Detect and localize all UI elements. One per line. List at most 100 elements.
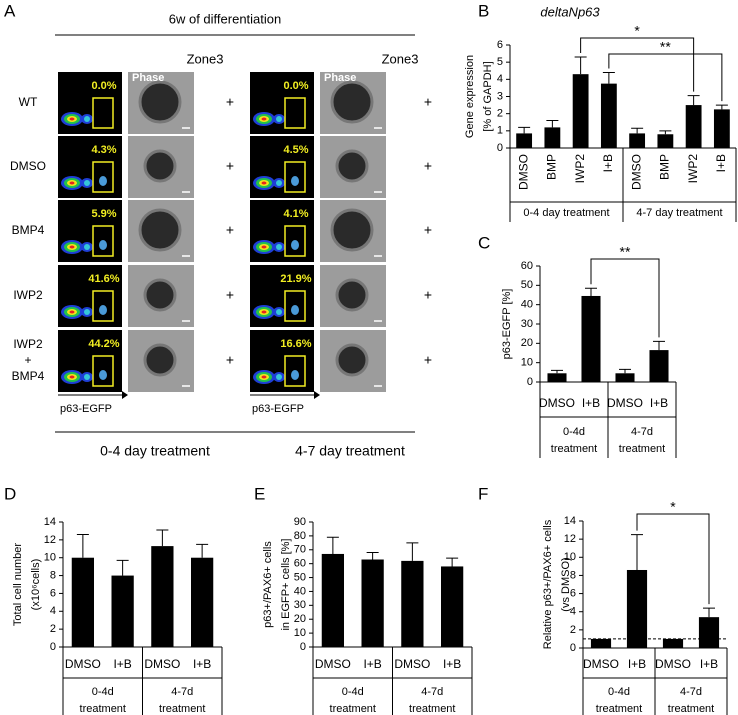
error-bar [546,120,559,128]
x-tick-label: IWP2 [573,154,587,184]
bar [657,134,674,148]
arrow-head [314,391,320,399]
bar [581,295,601,382]
x-tick-label: I+B [443,657,461,671]
panel-label: D [4,484,16,503]
group-label: 0-4d [342,686,364,698]
bar [71,557,95,647]
y-tick-label: 12 [564,533,576,545]
flow-blob [99,305,107,315]
x-tick-label: DMSO [655,657,691,671]
y-tick-label: 10 [44,552,56,564]
flow-blob [84,244,90,250]
gate-percent: 41.6% [88,273,119,285]
gate-percent: 5.9% [91,208,116,220]
error-bar [631,534,643,570]
panel-label: B [478,1,489,20]
group-label: treatment [551,443,597,455]
panel-label: C [478,233,490,252]
significance-bracket [590,258,660,338]
plus-sign: + [226,222,234,238]
chart-title: deltaNp63 [540,4,600,19]
gate [284,355,306,387]
error-bar [574,56,587,75]
flow-blob [261,375,267,379]
bar [544,127,561,148]
y-tick-label: 5 [497,56,503,68]
gate [92,225,114,257]
y-tick-label: 0 [527,376,533,388]
y-tick-label: 3 [497,90,503,102]
group-label: treatment [80,703,126,715]
flow-blob [276,116,282,122]
x-tick-label: I+B [582,396,600,410]
flow-blob [291,370,299,380]
bar [662,638,684,648]
bar [590,638,612,648]
y-tick-label: 70 [294,544,306,556]
group-label: 4-7d [631,426,653,438]
y-axis-label: p63+/PAX6+ cells [262,541,274,628]
gate-percent: 21.9% [280,273,311,285]
x-tick-label: DMSO [394,657,430,671]
error-bar [116,559,129,576]
flow-blob [276,309,282,315]
gate [284,161,306,193]
row-label: + [24,353,31,367]
group-label: treatment [596,703,642,715]
y-tick-label: 4 [50,605,56,617]
phase-sphere [335,343,369,377]
flow-blob [261,181,267,185]
x-tick-label: I+B [193,657,211,671]
y-tick-label: 0 [300,641,306,653]
error-bar [653,340,665,351]
phase-sphere [143,149,177,183]
plus-sign: + [226,287,234,303]
row-label: BMP4 [12,369,45,383]
y-tick-label: 60 [521,260,533,272]
panel-label: E [254,484,265,503]
x-tick-label: BMP [658,154,672,180]
plus-sign: + [424,94,432,110]
y-tick-label: 14 [564,515,576,527]
y-tick-label: 30 [294,599,306,611]
flow-blob [276,244,282,250]
axis-label: p63-EGFP [252,403,304,415]
bar [516,133,533,148]
phase-sphere [143,343,177,377]
gate-percent: 16.6% [280,338,311,350]
bar [615,373,635,382]
y-tick-label: 50 [521,279,533,291]
group-label: 4-7d [421,686,443,698]
error-bar [585,287,597,296]
y-axis-label: (x10⁶cells) [30,559,42,611]
significance-bracket [580,37,695,92]
x-tick-label: DMSO [629,154,643,190]
x-tick-label: DMSO [144,657,180,671]
phase-sphere [143,278,177,312]
y-tick-label: 20 [294,613,306,625]
y-tick-label: 0 [570,642,576,654]
bar [600,83,617,148]
x-tick-label: DMSO [607,396,643,410]
y-tick-label: 20 [521,337,533,349]
error-bar [715,104,728,110]
row-label: WT [19,95,38,109]
error-bar [446,557,459,567]
phase-sphere [138,208,182,252]
y-tick-label: 12 [44,534,56,546]
y-tick-label: 0 [497,142,503,154]
x-tick-label: DMSO [516,154,530,190]
plus-sign: + [424,158,432,174]
panel-title: 6w of differentiation [169,11,282,26]
y-axis-label: p63-EGFP [%] [501,289,513,360]
gate [92,355,114,387]
y-tick-label: 50 [294,571,306,583]
x-tick-label: I+B [363,657,381,671]
flow-blob [276,374,282,380]
y-tick-label: 0 [50,641,56,653]
bar [713,109,730,148]
flow-blob [291,240,299,250]
gate-percent: 0.0% [283,80,308,92]
y-tick-label: 14 [44,516,56,528]
